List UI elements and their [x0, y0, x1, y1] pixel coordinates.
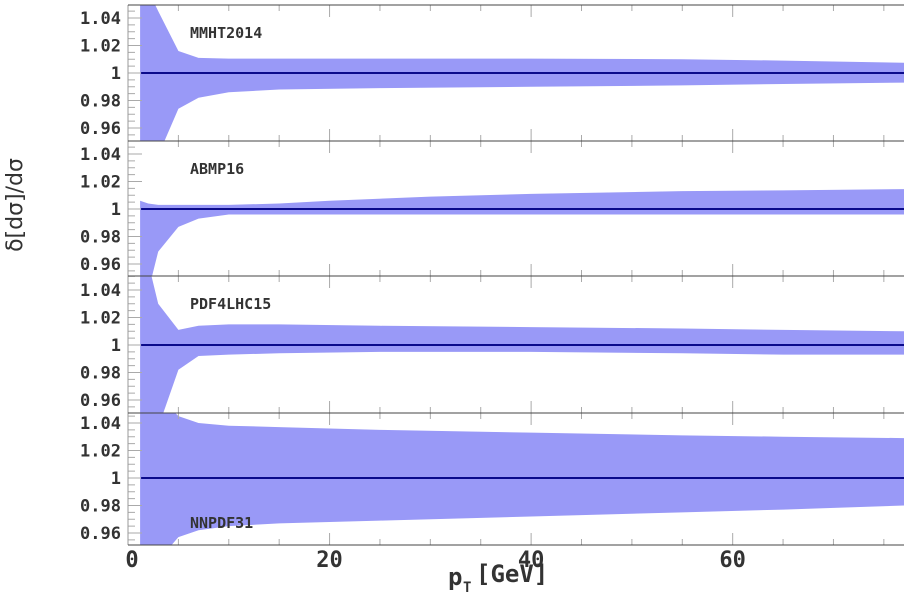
y-tick-label: 1 — [111, 336, 121, 356]
panel-mmht2014: 0.96 0.98 1 1.02 1.04 MMHT2014 — [80, 4, 904, 141]
x-tick-label: 20 — [316, 548, 343, 573]
panel-pdf4lhc15: 0.96 0.98 1 1.02 1.04 PDF4LHC15 — [80, 275, 904, 413]
panel-label: PDF4LHC15 — [190, 295, 271, 313]
y-tick-label: 1.02 — [80, 442, 121, 462]
y-tick-label: 1.02 — [80, 173, 121, 193]
y-tick-label: 1.02 — [80, 309, 121, 329]
y-tick-label: 0.98 — [80, 228, 121, 248]
x-tick-label: 0 — [125, 548, 138, 573]
x-tick-label: 60 — [719, 548, 746, 573]
y-tick-label: 0.96 — [80, 119, 121, 139]
x-tick-labels: 0 20 40 60 — [125, 548, 746, 573]
y-tick-label: 1.04 — [80, 414, 121, 434]
y-tick-label: 1 — [111, 469, 121, 489]
x-axis-label-units: [GeV] — [476, 560, 548, 588]
y-tick-label: 1 — [111, 200, 121, 220]
y-tick-label: 0.98 — [80, 92, 121, 112]
y-tick-label: 1.04 — [80, 9, 121, 29]
uncertainty-band — [140, 189, 904, 276]
panel-label: NNPDF31 — [190, 514, 253, 532]
y-tick-label: 1.04 — [80, 145, 121, 165]
y-tick-label: 0.98 — [80, 364, 121, 384]
x-tick-label: 40 — [518, 548, 545, 573]
x-axis-label-main: p — [448, 563, 462, 591]
panels-layer: 0.96 0.98 1 1.02 1.04 MMHT2014 0.96 0.98 1 1.02 1.… — [80, 4, 904, 546]
panel-label: ABMP16 — [190, 160, 244, 178]
y-axis-label: δ[dσ]/dσ — [3, 158, 28, 252]
y-tick-label: 0.96 — [80, 255, 121, 275]
x-axis-label: p T [GeV] — [448, 560, 548, 595]
y-tick-label: 1.02 — [80, 37, 121, 57]
y-tick-label: 1 — [111, 64, 121, 84]
y-tick-label: 0.96 — [80, 524, 121, 544]
y-tick-label: 0.96 — [80, 391, 121, 411]
y-tick-label: 0.98 — [80, 497, 121, 517]
panel-label: MMHT2014 — [190, 24, 262, 42]
panel-abmp16: 0.96 0.98 1 1.02 1.04 ABMP16 — [80, 140, 904, 276]
panel-nnpdf31: 0.96 0.98 1 1.02 1.04 NNPDF31 — [80, 412, 904, 545]
x-axis-label-subscript: T — [463, 580, 471, 595]
y-tick-label: 1.04 — [80, 281, 121, 301]
